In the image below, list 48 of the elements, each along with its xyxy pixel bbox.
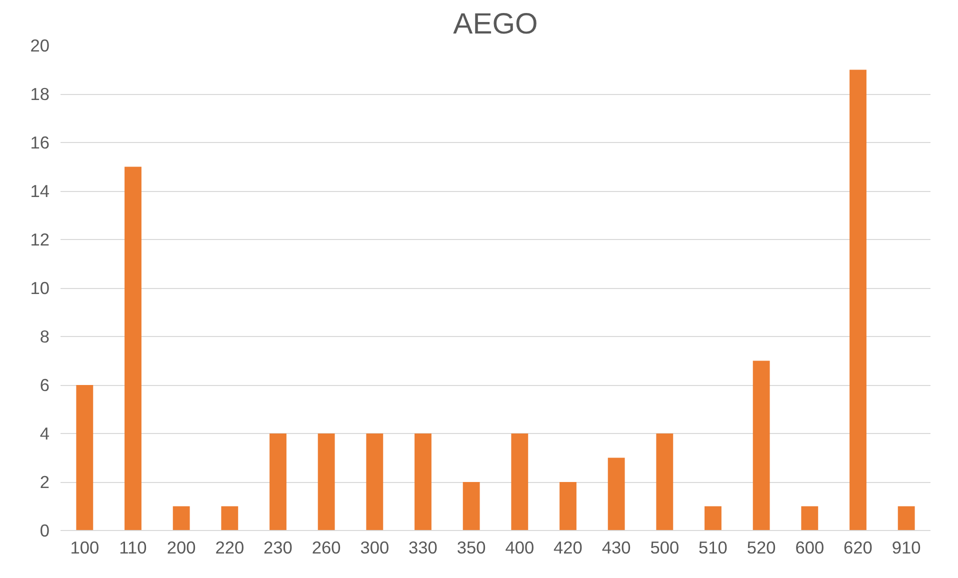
x-tick-label: 100 xyxy=(70,538,100,558)
x-tick-label: 510 xyxy=(698,538,728,558)
bar xyxy=(656,434,674,530)
bar xyxy=(801,506,818,530)
bar xyxy=(172,506,190,530)
bar xyxy=(270,434,286,530)
x-tick-label: 620 xyxy=(844,538,872,558)
y-tick-label: 8 xyxy=(40,326,50,346)
x-tick-label: 330 xyxy=(408,538,438,558)
bar xyxy=(76,385,94,530)
bar xyxy=(318,434,335,530)
x-tick-label: 300 xyxy=(360,538,390,558)
bar xyxy=(704,506,722,530)
bar xyxy=(221,506,238,530)
x-tick-label: 420 xyxy=(554,538,582,558)
y-tick-label: 20 xyxy=(30,36,50,56)
bar xyxy=(608,458,625,530)
x-tick-label: 430 xyxy=(602,538,631,558)
y-tick-label: 4 xyxy=(40,424,50,444)
x-tick-label: 910 xyxy=(892,538,921,558)
x-tick-label: 400 xyxy=(505,538,534,558)
x-tick-label: 110 xyxy=(119,538,147,558)
y-tick-label: 10 xyxy=(30,278,50,298)
x-tick-label: 520 xyxy=(746,538,776,558)
bar xyxy=(752,360,770,530)
bar xyxy=(414,434,432,530)
bar xyxy=(511,434,528,530)
bar xyxy=(898,506,915,530)
y-tick-label: 14 xyxy=(30,181,50,201)
y-tick-label: 0 xyxy=(40,520,50,540)
x-tick-label: 260 xyxy=(312,538,341,558)
x-tick-label: 200 xyxy=(166,538,196,558)
x-tick-label: 230 xyxy=(264,538,292,558)
x-tick-label: 500 xyxy=(650,538,680,558)
x-tick-label: 600 xyxy=(795,538,824,558)
bar xyxy=(462,482,480,530)
y-tick-label: 18 xyxy=(30,84,50,104)
bar xyxy=(124,166,142,530)
y-tick-label: 2 xyxy=(40,472,50,492)
bar xyxy=(366,434,384,530)
y-tick-label: 12 xyxy=(30,230,50,250)
bar xyxy=(560,482,576,530)
x-tick-label: 220 xyxy=(215,538,244,558)
x-tick-label: 350 xyxy=(456,538,486,558)
y-tick-label: 6 xyxy=(40,375,50,395)
bar xyxy=(850,70,866,530)
y-tick-label: 16 xyxy=(30,132,50,152)
chart-title: AEGO xyxy=(453,8,538,40)
